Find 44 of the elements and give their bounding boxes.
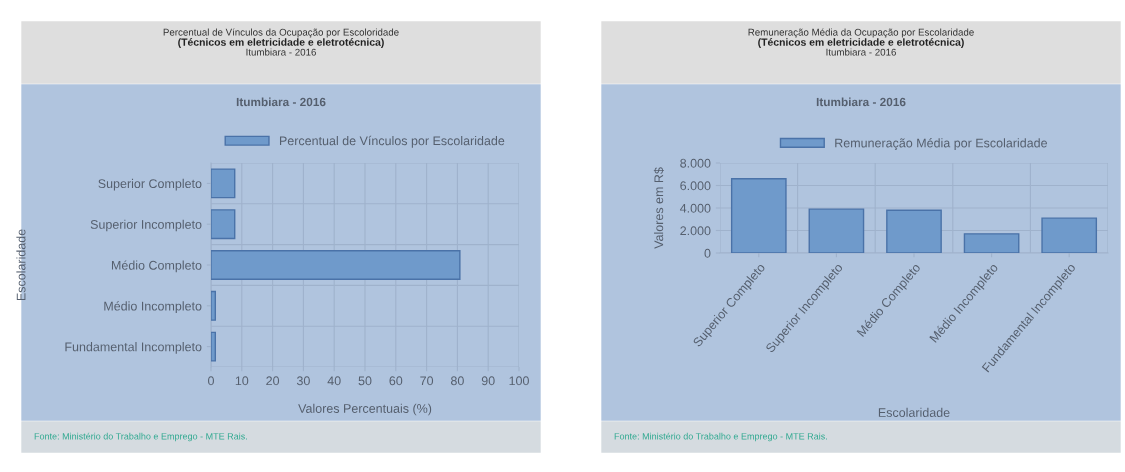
x-tick-label: 90 bbox=[481, 376, 495, 386]
x-tick-label: 30 bbox=[296, 376, 310, 386]
x-tick-label: 0 bbox=[208, 376, 214, 386]
legend-label: Percentual de Vínculos por Escolaridade bbox=[279, 135, 505, 148]
y-tick-label: 6.000 bbox=[680, 181, 711, 191]
source-note: Fonte: Ministério do Trabalho e Emprego - MTE Rais. bbox=[614, 432, 827, 442]
text: Itumbiara - 2016 bbox=[246, 48, 316, 56]
text: Itumbiara - 2016 bbox=[816, 97, 906, 107]
x-tick-label: 80 bbox=[450, 376, 464, 386]
bar bbox=[730, 178, 787, 253]
y-tick-label: 8.000 bbox=[680, 158, 711, 168]
x-tick-label: 40 bbox=[327, 376, 341, 386]
bar bbox=[211, 168, 236, 199]
chart-title: Percentual de Vínculos da Ocupação por Escoloridade bbox=[163, 28, 399, 38]
y-tick-label: 4.000 bbox=[679, 203, 711, 213]
bar bbox=[886, 209, 942, 253]
x-tick-label: 100 bbox=[509, 376, 529, 386]
x-tick-label: 50 bbox=[358, 376, 372, 386]
text: Itumbiara - 2016 bbox=[236, 97, 326, 107]
chart-subtitle: (Técnicos em eletricidade e eletrotécnica) bbox=[758, 38, 964, 48]
x-axis-title: Valores Percentuais (%) bbox=[298, 403, 432, 416]
y-axis-title: Valores em R$ bbox=[653, 167, 664, 249]
y-axis-title: Escolaridade bbox=[16, 229, 26, 301]
chart-title: Remuneração Média da Ocupação por Escolaridade bbox=[748, 28, 974, 38]
x-tick-label: 60 bbox=[389, 376, 403, 386]
y-tick-label: 0 bbox=[704, 248, 711, 258]
y-tick-label: Superior Completo bbox=[98, 178, 202, 191]
bar bbox=[211, 331, 217, 362]
text: Itumbiara - 2016 bbox=[826, 48, 896, 56]
bar bbox=[963, 233, 1020, 253]
x-axis-title: Escolaridade bbox=[878, 407, 950, 417]
x-tick-label: 70 bbox=[420, 376, 434, 386]
y-tick-label: 2.000 bbox=[680, 226, 711, 236]
bar bbox=[211, 209, 236, 240]
bar bbox=[211, 250, 461, 280]
legend-label: Remuneração Média por Escolaridade bbox=[835, 138, 1047, 150]
x-tick-label: 20 bbox=[266, 376, 280, 386]
bar bbox=[808, 208, 865, 253]
bar bbox=[1041, 217, 1098, 253]
x-tick-label: 10 bbox=[235, 376, 249, 386]
chart-subtitle: (Técnicos em eletricidade e eletrotécnica) bbox=[178, 38, 384, 48]
bar bbox=[211, 290, 217, 321]
y-tick-label: Superior Incompleto bbox=[90, 219, 202, 232]
source-note: Fonte: Ministério do Trabalho e Emprego - MTE Rais. bbox=[34, 432, 247, 442]
